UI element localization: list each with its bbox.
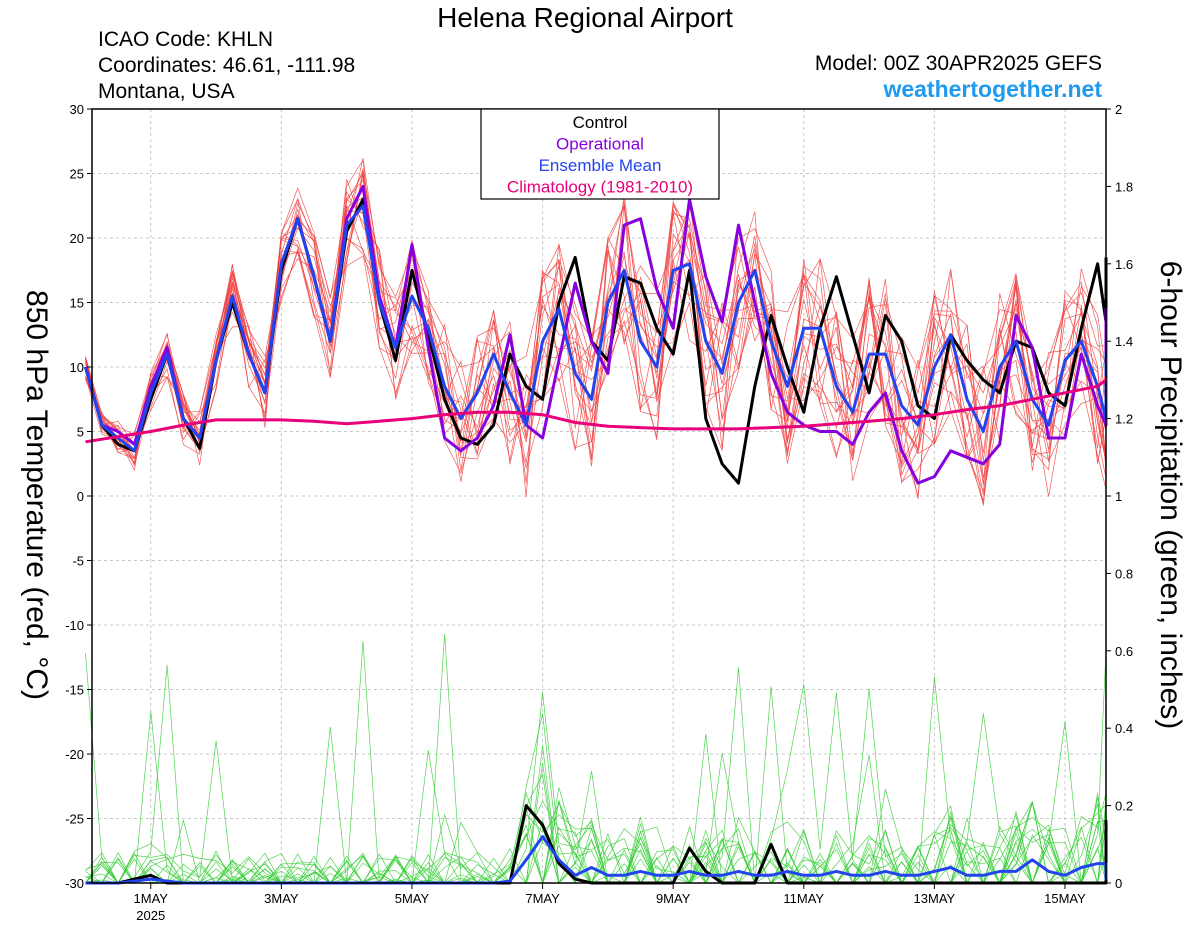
x-tick-label: 11MAY: [783, 891, 824, 906]
legend: Control Operational Ensemble Mean Climatolo…: [480, 108, 720, 200]
region: Montana, USA: [98, 80, 235, 103]
x-tick-sublabel: 2025: [136, 908, 165, 923]
x-tick-label: 13MAY: [914, 891, 956, 906]
temp-member-line: [85, 179, 1107, 498]
y-tick-label-right: 0.6: [1115, 644, 1133, 659]
precip-member-line: [85, 639, 1107, 885]
site-link[interactable]: weathertogether.net: [883, 76, 1102, 102]
y-tick-label-left: 0: [77, 489, 84, 504]
chart-title: Helena Regional Airport: [437, 2, 733, 33]
axis-ticks: 302520151050-5-10-15-20-25-3021.81.61.41…: [65, 102, 1133, 923]
temp-member-line: [85, 212, 1107, 506]
y-tick-label-right: 0.2: [1115, 799, 1133, 814]
precip-member-line: [85, 633, 1107, 884]
y-tick-label-left: -5: [72, 554, 84, 569]
precip-member-line: [85, 721, 1107, 885]
y-tick-label-left: -25: [65, 812, 84, 827]
icao-code: ICAO Code: KHLN: [98, 28, 274, 51]
y-tick-label-left: 30: [70, 102, 84, 117]
y-tick-label-left: -30: [65, 876, 84, 891]
y-tick-label-right: 1.2: [1115, 412, 1133, 427]
precip-member-line: [85, 711, 1107, 885]
x-tick-label: 5MAY: [395, 891, 430, 906]
precip-member-line: [85, 653, 1107, 885]
coordinates: Coordinates: 46.61, -111.98: [98, 54, 356, 77]
x-tick-label: 15MAY: [1044, 891, 1086, 906]
y-tick-label-left: 5: [77, 425, 84, 440]
temp-member-line: [85, 227, 1107, 483]
y-tick-label-right: 1.8: [1115, 179, 1133, 194]
y-tick-label-left: 20: [70, 231, 84, 246]
legend-item: Climatology (1981-2010): [507, 178, 693, 197]
legend-box: [480, 108, 720, 200]
y-tick-label-left: -10: [65, 618, 84, 633]
x-tick-label: 7MAY: [525, 891, 560, 906]
y-tick-label-left: -15: [65, 683, 84, 698]
ensemble-mean-temperature-line: [84, 204, 1108, 453]
y-tick-label-left: 10: [70, 360, 84, 375]
series-lines: [84, 184, 1108, 885]
x-tick-label: 1MAY: [134, 891, 169, 906]
precip-member-line: [85, 641, 1107, 885]
ensemble-member-lines: [85, 158, 1107, 885]
model-run: Model: 00Z 30APR2025 GEFS: [814, 52, 1102, 75]
grid-lines: [92, 108, 1106, 884]
temp-member-line: [85, 158, 1107, 464]
legend-item: Control: [573, 113, 628, 132]
x-tick-label: 9MAY: [656, 891, 691, 906]
legend-item: Operational: [556, 135, 644, 154]
y-tick-label-right: 1: [1115, 489, 1122, 504]
y-tick-label-right: 1.4: [1115, 334, 1133, 349]
temp-member-line: [85, 159, 1107, 472]
y-tick-label-right: 2: [1115, 102, 1122, 117]
y-tick-label-left: 25: [70, 167, 84, 182]
climatology-1981-2010-temperature-line: [85, 375, 1108, 444]
precip-member-line: [85, 684, 1107, 884]
y-tick-label-right: 0.8: [1115, 566, 1133, 581]
y-tick-label-right: 0.4: [1115, 721, 1133, 736]
precip-member-line: [85, 705, 1107, 885]
y-tick-label-left: 15: [70, 296, 84, 311]
y-tick-label-right: 1.6: [1115, 257, 1133, 272]
x-tick-label: 3MAY: [264, 891, 299, 906]
y-tick-label-left: -20: [65, 747, 84, 762]
precip-member-line: [85, 650, 1107, 885]
legend-item: Ensemble Mean: [539, 156, 662, 175]
y-tick-label-right: 0: [1115, 876, 1122, 891]
